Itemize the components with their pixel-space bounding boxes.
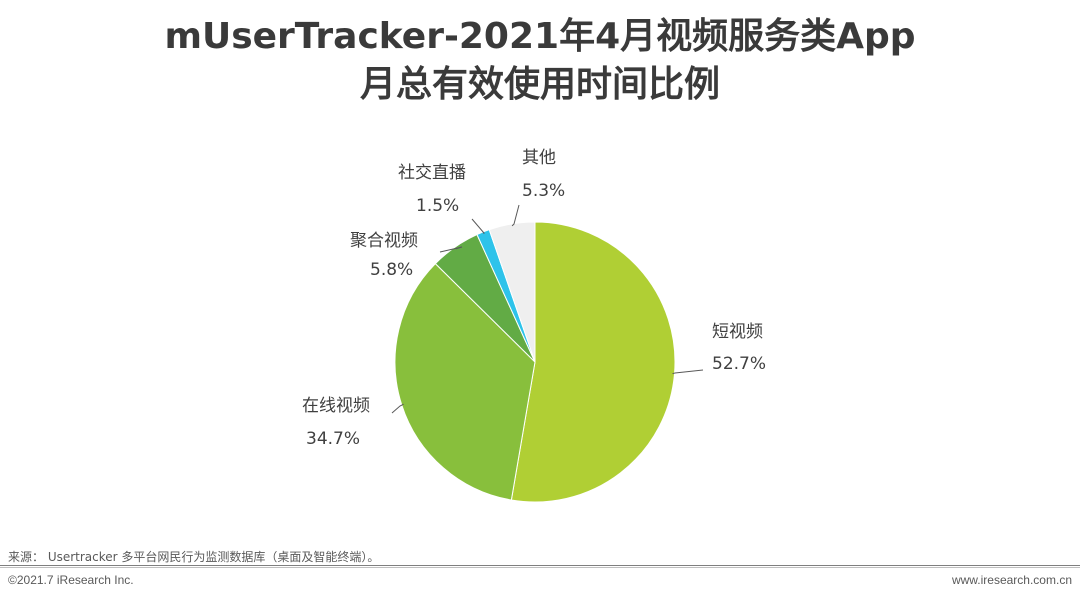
pie-slice-1 (510, 221, 676, 503)
website-link[interactable]: www.iresearch.com.cn (951, 573, 1072, 587)
slice-label-3: 聚合视频 (350, 231, 418, 251)
chart-title-line-2: 月总有效使用时间比例 (359, 64, 720, 105)
leader-line-4 (471, 218, 485, 235)
slice-value-3: 5.8% (370, 260, 413, 280)
footer-divider-secondary (0, 567, 1080, 568)
leader-line-5 (511, 204, 520, 227)
footer-divider (0, 565, 1080, 566)
pie-slice-5 (488, 221, 536, 363)
slice-value-4: 1.5% (416, 196, 459, 216)
slice-label-4: 社交直播 (398, 163, 466, 183)
chart-title-line-1: mUserTracker-2021年4月视频服务类App (164, 16, 916, 57)
leader-line-3 (439, 246, 463, 253)
copyright-text: ©2021.7 iResearch Inc. (8, 573, 134, 587)
slice-label-1: 短视频 (712, 322, 763, 342)
leader-line-2 (391, 403, 404, 414)
slice-value-2: 34.7% (306, 429, 360, 449)
slice-value-1: 52.7% (712, 354, 766, 374)
source-note: 来源： Usertracker 多平台网民行为监测数据库（桌面及智能终端）。 (8, 550, 380, 564)
slice-value-5: 5.3% (522, 181, 565, 201)
slice-label-5: 其他 (522, 148, 556, 168)
slice-label-2: 在线视频 (302, 396, 370, 416)
leader-line-1 (672, 369, 704, 375)
